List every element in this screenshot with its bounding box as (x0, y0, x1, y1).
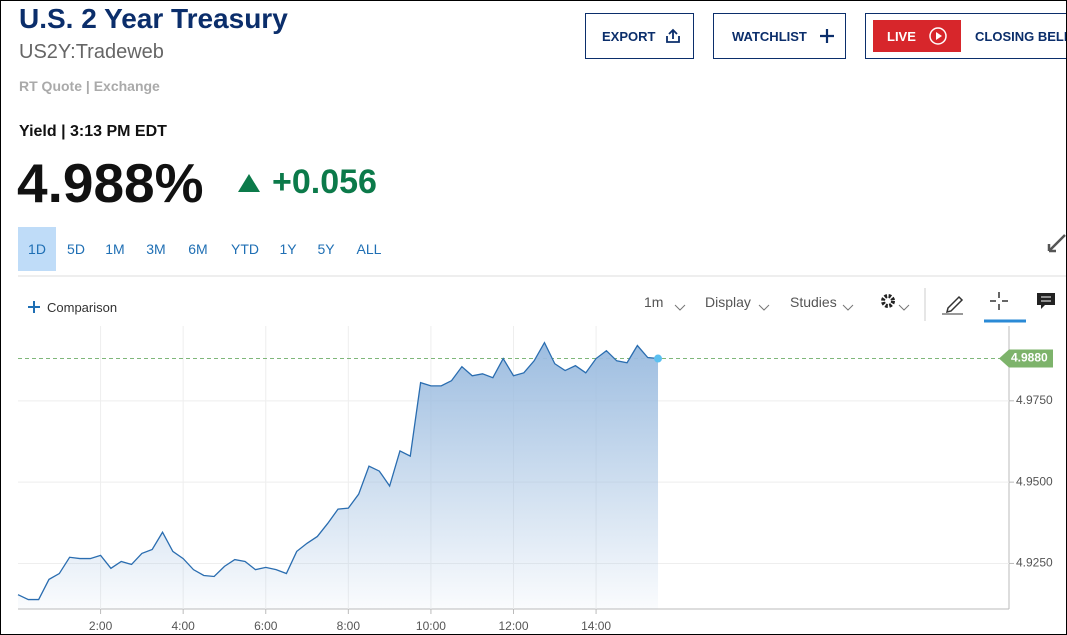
display-button[interactable]: Display (705, 294, 751, 310)
last-price-tag (999, 349, 1053, 368)
settings-icon[interactable] (881, 294, 895, 308)
export-icon (666, 28, 681, 43)
closing-bell-label: CLOSING BELL (975, 28, 1067, 44)
source: RT Quote | Exchange (19, 78, 160, 94)
range-tab[interactable]: 1D (18, 227, 56, 271)
up-triangle (238, 174, 260, 192)
draw-icon[interactable] (945, 295, 964, 314)
x-tick-label: 10:00 (416, 619, 446, 633)
settings-icon-center (886, 299, 890, 303)
plus-icon[interactable] (28, 301, 40, 313)
live-box[interactable]: LIVE CLOSING BELL (865, 13, 1067, 59)
area (18, 342, 659, 609)
chevron (674, 304, 910, 311)
expand-icon[interactable] (1047, 234, 1066, 253)
x-tick-label: 6:00 (254, 619, 278, 633)
watchlist-button[interactable]: WATCHLIST (713, 13, 846, 59)
x-tick-label: 14:00 (581, 619, 611, 633)
last-price-label: 4.9880 (1011, 351, 1048, 365)
line (17, 341, 659, 601)
x-tick-label: 2:00 (89, 619, 113, 633)
change: +0.056 (272, 163, 377, 201)
page-title: U.S. 2 Year Treasury (19, 3, 288, 34)
range-tab[interactable]: YTD (231, 241, 259, 257)
range-tab[interactable]: 1M (105, 241, 125, 257)
last-point (654, 354, 663, 363)
price: 4.988% (17, 152, 204, 214)
interval-button[interactable]: 1m (644, 294, 664, 310)
range-tab[interactable]: 6M (188, 241, 208, 257)
range-tab[interactable]: ALL (356, 241, 382, 257)
quote-label: Yield | 3:13 PM EDT (19, 123, 167, 140)
play-icon (929, 27, 947, 45)
x-tick-label: 12:00 (498, 619, 528, 633)
watchlist-label: WATCHLIST (732, 28, 807, 44)
y-tick-label: 4.9500 (1016, 474, 1053, 488)
range-tab[interactable]: 5Y (317, 241, 335, 257)
live-label: LIVE (887, 28, 916, 44)
crosshair-icon[interactable] (990, 292, 1008, 310)
range-tab[interactable]: 1Y (279, 241, 297, 257)
export-label: EXPORT (602, 28, 656, 44)
range-tab[interactable]: 5D (67, 241, 85, 257)
y-tick-label: 4.9250 (1016, 556, 1053, 570)
x-tick-label: 4:00 (171, 619, 195, 633)
x-tick-label: 8:00 (337, 619, 361, 633)
comparison-button[interactable]: Comparison (47, 300, 118, 315)
comment-icon-lines (1041, 296, 1051, 302)
studies-button[interactable]: Studies (790, 294, 837, 310)
symbol: US2Y:Tradeweb (19, 41, 164, 63)
y-tick-label: 4.9750 (1016, 393, 1053, 407)
live-button[interactable]: LIVE (873, 20, 961, 52)
range-tab[interactable]: 3M (146, 241, 166, 257)
plus-icon (819, 29, 834, 43)
export-button[interactable]: EXPORT (585, 13, 694, 59)
